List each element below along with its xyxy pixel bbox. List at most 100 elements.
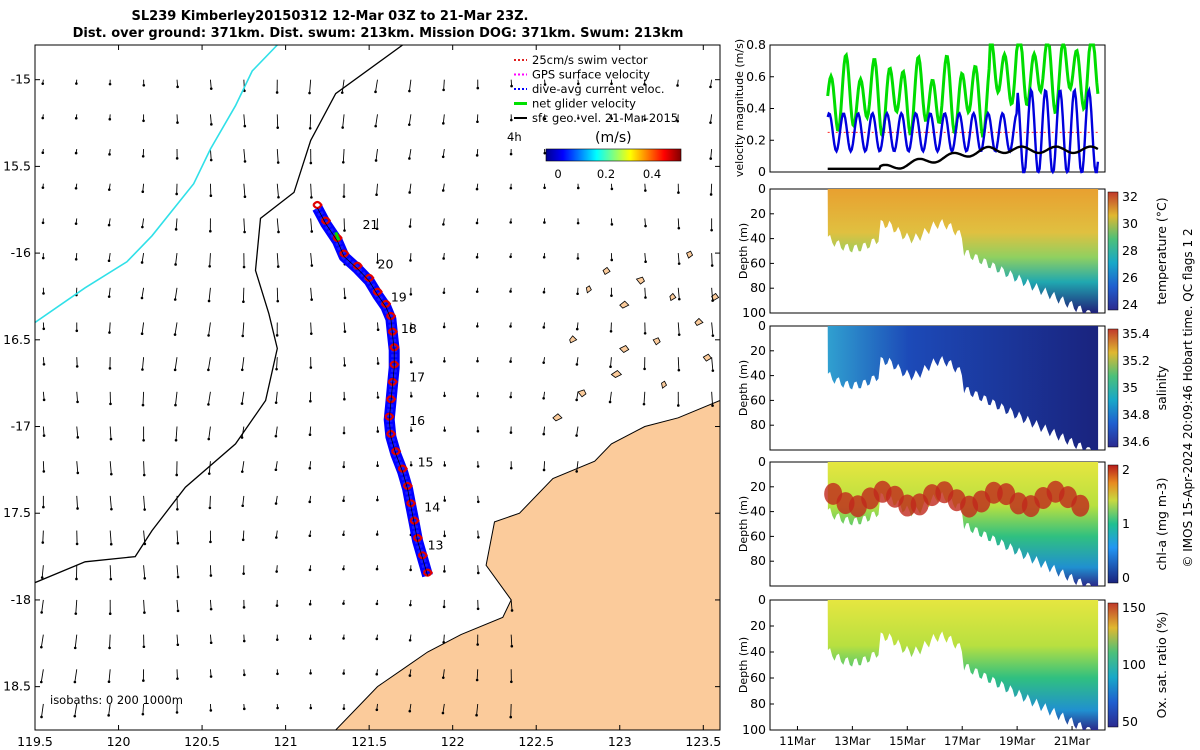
current-arrow xyxy=(42,530,44,543)
depth-tick-label: 60 xyxy=(750,255,766,270)
current-arrow xyxy=(175,218,178,230)
current-arrow xyxy=(143,599,145,613)
day-label: 14 xyxy=(424,499,440,514)
y-tick-label: -18 xyxy=(11,592,31,607)
glider-track xyxy=(312,200,433,578)
y-tick-label: -17 xyxy=(11,419,31,434)
arrow-head xyxy=(42,398,46,402)
arrow-head xyxy=(375,672,379,676)
arrow-head xyxy=(709,85,712,89)
arrow-head xyxy=(309,366,313,369)
arrow-head xyxy=(174,263,177,266)
arrow-head xyxy=(443,534,446,538)
arrow-head xyxy=(543,83,547,86)
arrow-head xyxy=(176,121,179,124)
arrow-head xyxy=(509,255,512,259)
arrow-head xyxy=(342,533,345,537)
depth-tick-label: 20 xyxy=(750,343,766,358)
arrow-head xyxy=(608,400,612,404)
arrow-head xyxy=(476,325,479,328)
arrow-head xyxy=(73,646,77,650)
arrow-head xyxy=(142,438,145,442)
current-arrow xyxy=(543,461,546,470)
y-tick-label: 16.5 xyxy=(3,332,31,347)
arrow-head xyxy=(543,117,547,121)
swim-vector xyxy=(312,200,323,210)
x-tick-label: 123.5 xyxy=(685,734,721,749)
arrow-head xyxy=(310,230,314,233)
current-arrow xyxy=(109,322,111,333)
arrow-head xyxy=(110,507,113,511)
isobath-line xyxy=(35,45,403,584)
arrow-head xyxy=(74,151,78,155)
arrow-head xyxy=(375,227,379,231)
current-arrow xyxy=(710,114,713,123)
swim-vector xyxy=(320,216,332,225)
arrow-head xyxy=(442,122,445,125)
depth-tick-label: 100 xyxy=(742,722,766,737)
arrow-head xyxy=(409,429,413,432)
temperature-colorbar-label: temperature (°C) xyxy=(1154,197,1169,304)
colorbar-tick-label: 35 xyxy=(1122,380,1138,395)
current-arrow xyxy=(176,530,179,544)
arrow-head xyxy=(342,637,345,640)
arrow-head xyxy=(543,151,547,155)
arrow-head xyxy=(375,533,379,536)
vel-y-tick-label: 0 xyxy=(758,164,766,179)
current-arrow xyxy=(476,669,479,681)
arrow-head xyxy=(209,158,213,162)
map-panel: 21 20 19 18 17 16 15 14 13 119.5 120 120.5 121 121.5… xyxy=(3,44,721,749)
arrow-head xyxy=(40,611,43,614)
swim-vector xyxy=(352,261,363,270)
arrow-head xyxy=(241,504,245,508)
current-arrow xyxy=(109,565,112,580)
arrow-head xyxy=(409,360,413,364)
swim-vector xyxy=(385,311,397,321)
arrow-head xyxy=(174,403,177,407)
day-label: 13 xyxy=(428,538,444,553)
map-axis-ticks: 119.5 120 120.5 121 121.5 122 122.5 123 123.5 -15… xyxy=(3,45,721,749)
depth-axis-label: Depth (m) xyxy=(737,637,750,693)
arrow-head xyxy=(274,401,278,404)
current-arrow xyxy=(42,426,45,436)
current-arrow xyxy=(408,79,412,92)
arrow-head xyxy=(709,157,713,160)
arrow-head xyxy=(76,507,79,510)
oxygen-panel: 0 20 40 60 80 100 Depth (m) 150 100 50 Ox. sat. ra… xyxy=(737,592,1169,748)
x-tick-label: 122.5 xyxy=(518,734,554,749)
arrow-head xyxy=(108,646,111,650)
arrow-head xyxy=(677,404,680,407)
arrow-head xyxy=(709,193,713,196)
depth-tick-label: 20 xyxy=(750,479,766,494)
arrow-head xyxy=(576,82,580,86)
depth-tick-label: 0 xyxy=(758,592,766,607)
arrow-head xyxy=(374,159,378,162)
x-tick-label: 120.5 xyxy=(184,734,220,749)
arrow-head xyxy=(276,672,279,676)
arrow-head xyxy=(276,161,280,164)
current-arrow xyxy=(108,669,111,682)
colorbar-title: (m/s) xyxy=(595,130,632,146)
colorbar-tick-label: 35.4 xyxy=(1122,326,1150,341)
arrow-head xyxy=(173,298,177,301)
arrow-head xyxy=(141,712,145,716)
arrow-head xyxy=(408,157,411,160)
arrow-head xyxy=(410,394,413,398)
arrow-head xyxy=(376,396,380,399)
colorbar-tick-label: 26 xyxy=(1122,270,1138,285)
arrow-head xyxy=(476,120,479,124)
arrow-head xyxy=(677,333,681,336)
current-arrow xyxy=(241,391,245,404)
arrow-head xyxy=(510,680,513,684)
arrow-head xyxy=(309,672,312,675)
current-arrow xyxy=(74,669,78,683)
arrow-head xyxy=(175,157,179,160)
arrow-head xyxy=(276,126,280,129)
arrow-head xyxy=(241,538,245,542)
current-arrow xyxy=(711,287,714,301)
current-arrow xyxy=(41,703,44,718)
arrow-head xyxy=(176,575,180,579)
arrow-head xyxy=(442,223,445,226)
